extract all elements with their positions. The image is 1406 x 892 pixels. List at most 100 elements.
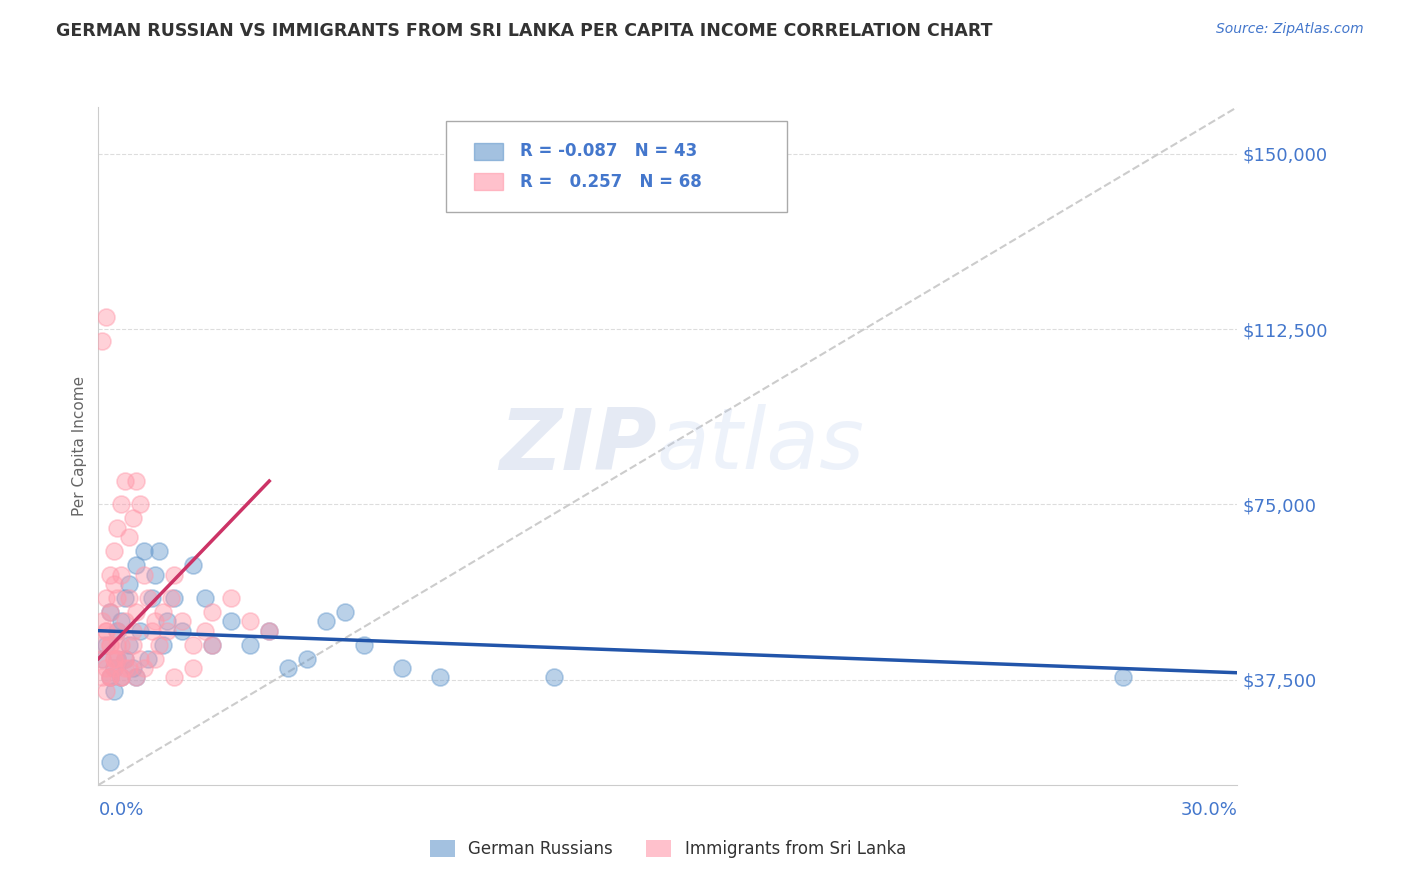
Point xyxy=(94,684,117,698)
Point xyxy=(121,511,143,525)
Point xyxy=(141,624,163,638)
Point xyxy=(259,624,281,638)
Point xyxy=(91,651,114,665)
Point xyxy=(98,567,121,582)
Point xyxy=(103,684,125,698)
Point xyxy=(163,670,186,684)
Point xyxy=(110,615,132,629)
Point xyxy=(152,638,174,652)
Text: Source: ZipAtlas.com: Source: ZipAtlas.com xyxy=(1216,22,1364,37)
FancyBboxPatch shape xyxy=(446,120,787,212)
Point xyxy=(183,638,205,652)
Point xyxy=(132,661,155,675)
Point xyxy=(121,638,143,652)
Point xyxy=(121,661,143,675)
Point xyxy=(118,530,141,544)
Point xyxy=(145,615,167,629)
Point xyxy=(94,661,117,675)
Point xyxy=(159,591,181,605)
Point xyxy=(335,605,357,619)
Text: ZIP: ZIP xyxy=(499,404,657,488)
Point xyxy=(239,615,262,629)
Point xyxy=(110,670,132,684)
Point xyxy=(221,591,243,605)
Point xyxy=(170,624,193,638)
Point xyxy=(114,615,136,629)
Point xyxy=(94,638,117,652)
Text: R =   0.257   N = 68: R = 0.257 N = 68 xyxy=(520,173,702,191)
Point xyxy=(114,661,136,675)
Point xyxy=(94,624,117,638)
Point xyxy=(107,651,129,665)
Point xyxy=(94,624,117,638)
Point xyxy=(98,670,121,684)
Point xyxy=(125,474,148,488)
Point xyxy=(194,624,217,638)
Text: atlas: atlas xyxy=(657,404,865,488)
Point xyxy=(163,567,186,582)
Point xyxy=(118,661,141,675)
Point xyxy=(129,498,152,512)
Point xyxy=(118,577,141,591)
Point xyxy=(91,638,114,652)
Point xyxy=(148,638,170,652)
Point xyxy=(125,670,148,684)
Point xyxy=(91,651,114,665)
Point xyxy=(114,651,136,665)
Point xyxy=(98,638,121,652)
Point xyxy=(183,661,205,675)
Point xyxy=(107,651,129,665)
Point xyxy=(145,567,167,582)
Point xyxy=(125,670,148,684)
Point xyxy=(148,544,170,558)
Point xyxy=(94,310,117,325)
Point xyxy=(353,638,375,652)
Y-axis label: Per Capita Income: Per Capita Income xyxy=(72,376,87,516)
Point xyxy=(156,624,179,638)
Point xyxy=(315,615,337,629)
Legend: German Russians, Immigrants from Sri Lanka: German Russians, Immigrants from Sri Lan… xyxy=(423,833,912,864)
Point xyxy=(103,651,125,665)
Point xyxy=(1112,670,1135,684)
Point xyxy=(103,661,125,675)
Point xyxy=(183,558,205,573)
Point xyxy=(107,521,129,535)
Point xyxy=(98,605,121,619)
Point xyxy=(543,670,565,684)
Point xyxy=(107,624,129,638)
Point xyxy=(201,638,224,652)
Point xyxy=(201,638,224,652)
Point xyxy=(129,651,152,665)
Point xyxy=(91,670,114,684)
Point xyxy=(391,661,413,675)
Point xyxy=(194,591,217,605)
Text: 30.0%: 30.0% xyxy=(1181,801,1237,820)
Point xyxy=(125,558,148,573)
Point xyxy=(121,624,143,638)
Text: 0.0%: 0.0% xyxy=(98,801,143,820)
Point xyxy=(170,615,193,629)
FancyBboxPatch shape xyxy=(474,173,503,190)
Point xyxy=(136,651,159,665)
Point xyxy=(91,615,114,629)
Point xyxy=(114,591,136,605)
Point xyxy=(98,670,121,684)
Point xyxy=(118,638,141,652)
Point xyxy=(91,334,114,348)
Point xyxy=(107,624,129,638)
Point xyxy=(114,651,136,665)
Point xyxy=(156,615,179,629)
Point xyxy=(103,661,125,675)
Point xyxy=(98,670,121,684)
Point xyxy=(125,605,148,619)
Point xyxy=(98,638,121,652)
Point xyxy=(110,498,132,512)
Point xyxy=(98,755,121,769)
Point xyxy=(110,670,132,684)
Point xyxy=(297,651,319,665)
Point xyxy=(107,591,129,605)
Text: GERMAN RUSSIAN VS IMMIGRANTS FROM SRI LANKA PER CAPITA INCOME CORRELATION CHART: GERMAN RUSSIAN VS IMMIGRANTS FROM SRI LA… xyxy=(56,22,993,40)
Point xyxy=(118,591,141,605)
Point xyxy=(163,591,186,605)
Point xyxy=(129,624,152,638)
